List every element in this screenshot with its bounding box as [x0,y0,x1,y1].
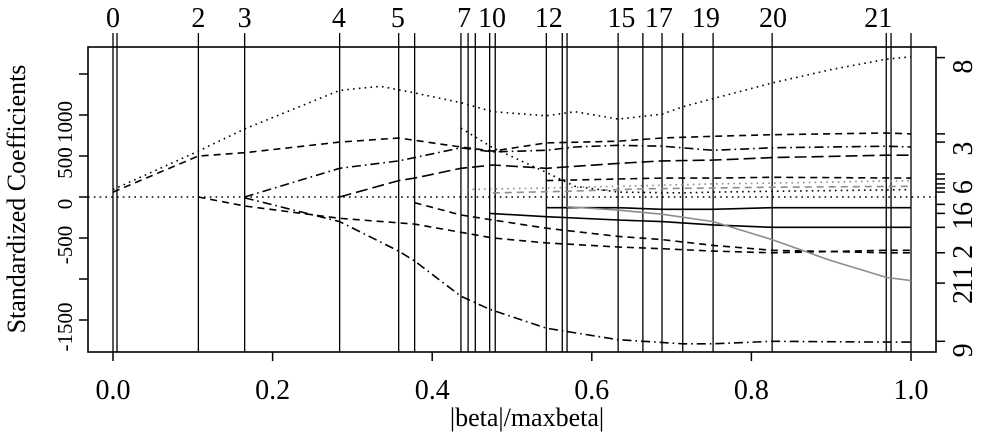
top-axis-step-label: 0 [106,3,120,34]
right-axis-variable-label: 9 [948,343,979,357]
coefficient-path-9-deep [244,197,911,345]
x-axis-title: |beta|/maxbeta| [449,403,605,432]
top-axis-step-label: 3 [238,3,252,34]
top-axis-step-label: 10 [478,3,506,34]
coefficient-path-3-lower [244,144,912,198]
top-axis-step-label: 12 [535,3,563,34]
coefficient-path-gray-descender [567,206,912,282]
right-axis-variable-label: 8 [948,60,979,74]
right-axis-variable-label: 11 [948,265,979,292]
x-tick-label: 1.0 [894,375,929,406]
coefficient-path-mid-rise [339,154,911,198]
right-axis-variable-label: 3 [948,142,979,156]
x-tick-label: 0.2 [255,375,290,406]
right-axis-variable-label: 2 [948,245,979,259]
y-tick-label: 1000 [53,101,77,143]
coefficient-path-6-black-dashed [546,176,912,182]
top-axis-step-label: 17 [645,3,673,34]
top-axis-step-label: 5 [391,3,405,34]
y-tick-label: 0 [53,199,77,210]
plot-border [87,46,937,353]
top-axis-step-label: 7 [457,3,471,34]
coefficient-path-2-solid [489,212,911,229]
y-axis-title: Standardized Coefficients [2,64,31,334]
top-axis-step-label: 15 [607,3,635,34]
right-axis-variable-label: 6 [948,180,979,194]
coefficient-path-16-solid [546,206,911,211]
right-axis-variable-label: 16 [948,202,979,230]
x-tick-label: 0.4 [415,375,450,406]
top-axis-step-label: 2 [191,3,205,34]
coefficient-path-6-gray-dashed [492,185,912,194]
top-axis-step-label: 21 [864,3,892,34]
x-tick-label: 0.8 [734,375,769,406]
y-tick-label: -500 [53,226,77,265]
coefficient-path-6-gray-dotted [460,179,912,191]
y-tick-label: -1500 [53,303,77,352]
top-axis-step-label: 19 [692,3,720,34]
x-tick-label: 0.0 [96,375,131,406]
top-axis-step-label: 20 [759,3,787,34]
right-axis-variable-label: 2 [948,290,979,304]
x-tick-label: 0.6 [574,375,609,406]
coefficient-path-neg-2 [414,201,911,254]
top-axis-step-label: 4 [332,3,346,34]
coefficient-path-3-upper [112,132,912,193]
coefficient-path-8-top [112,56,912,191]
coefficient-path-neg-1 [198,196,911,254]
y-tick-label: 500 [53,147,77,179]
